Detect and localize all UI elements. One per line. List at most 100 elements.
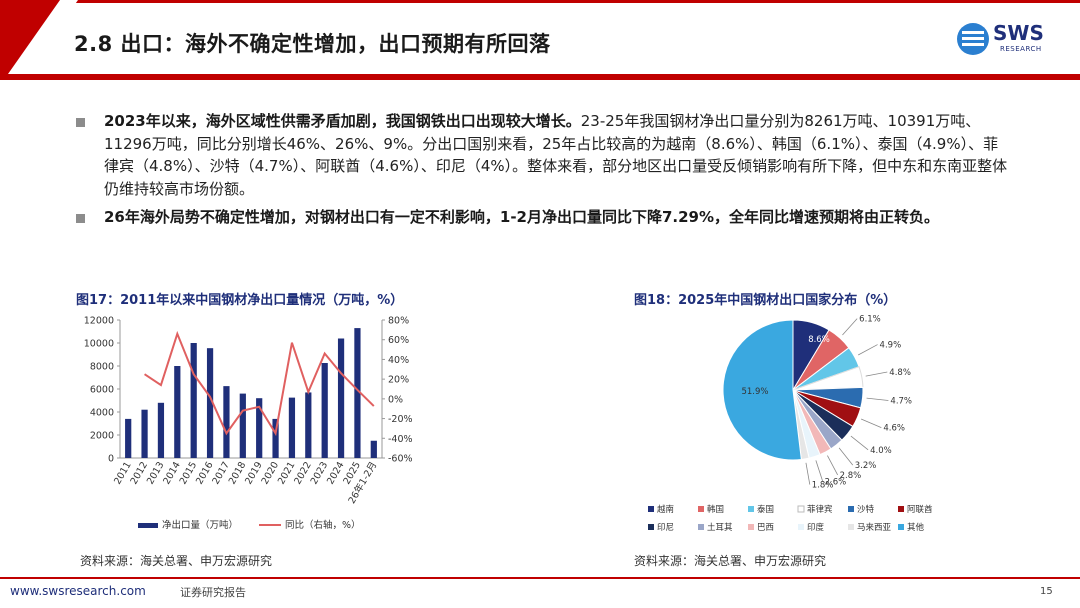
pie-leader-line [866, 397, 889, 401]
bar [157, 402, 165, 458]
bar [354, 328, 361, 458]
sws-logo: SWS RESEARCH [956, 20, 1066, 60]
pie-data-label: 2.6% [825, 477, 847, 487]
legend-swatch [648, 524, 654, 530]
bar [272, 418, 279, 458]
bullet-item: 2023年以来，海外区域性供需矛盾加剧，我国钢铁出口出现较大增长。23-25年我… [76, 110, 1011, 200]
bar [321, 362, 328, 458]
legend-swatch [797, 505, 805, 513]
legend-label: 菲律宾 [807, 504, 833, 515]
slide-header: 2.8 出口：海外不确定性增加，出口预期有所回落 SWS RESEARCH [0, 0, 1080, 80]
pie-leader-line [865, 371, 888, 377]
pie-data-label: 2.8% [840, 471, 862, 481]
legend-label: 其他 [907, 522, 925, 533]
bar [206, 348, 214, 458]
y-left-tick-label: 8000 [90, 362, 114, 373]
export-country-pie-chart: 8.6% 6.1% 4.9% 4.8% 4.7% 4.6% 4.0% 3.2%2.8%2.6%… [648, 315, 933, 533]
y-left-tick-label: 4000 [90, 408, 114, 419]
pie-leader-line [827, 455, 839, 476]
pie-leader-line [842, 318, 858, 336]
figure18-source: 资料来源：海关总署、申万宏源研究 [634, 554, 827, 568]
bullet-list: 2023年以来，海外区域性供需矛盾加剧，我国钢铁出口出现较大增长。23-25年我… [76, 110, 1011, 235]
legend-label: 马来西亚 [857, 523, 892, 533]
legend-swatch [648, 506, 654, 512]
export-volume-chart: 0 2000 4000 6000 8000 10000 12000 -60% -40% -20% 0… [84, 316, 413, 532]
pie-leader-line [850, 435, 869, 451]
y-right-tick-label: 40% [388, 355, 409, 366]
pie-data-label: 4.9% [880, 341, 902, 351]
legend-label: 泰国 [757, 504, 774, 515]
footer-divider [0, 577, 1080, 579]
footer-note: 证券研究报告 [180, 586, 246, 599]
figure17-title: 图17：2011年以来中国钢材净出口量情况（万吨，%） [76, 293, 404, 308]
bar [190, 343, 197, 458]
pie-leader-line [860, 418, 882, 428]
pie-data-label: 3.2% [855, 461, 877, 471]
bullet-square-icon [76, 118, 85, 127]
y-right-tick-label: 60% [388, 335, 409, 346]
page-title: 2.8 出口：海外不确定性增加，出口预期有所回落 [74, 32, 551, 56]
legend-swatch [848, 524, 854, 530]
legend-label: 印度 [807, 522, 825, 533]
bar [125, 418, 132, 458]
bullet-bold-text: 2023年以来，海外区域性供需矛盾加剧，我国钢铁出口出现较大增长。 [104, 112, 581, 130]
bar [174, 366, 181, 458]
pie-data-label: 8.6% [808, 335, 830, 345]
y-left-tick-label: 12000 [84, 316, 114, 327]
legend-swatch [748, 524, 754, 530]
legend-line-label: 同比（右轴，%） [285, 519, 361, 531]
legend-swatch [798, 524, 804, 530]
legend-label: 土耳其 [707, 522, 733, 533]
bar [337, 338, 345, 458]
legend-swatch [898, 506, 904, 512]
y-right-tick-label: 0% [388, 394, 403, 405]
legend-swatch [698, 524, 704, 530]
y-left-tick-label: 0 [108, 454, 114, 465]
figure17-source: 资料来源：海关总署、申万宏源研究 [80, 554, 273, 568]
bar [305, 392, 312, 458]
bullet-bold-text: 26年海外局势不确定性增加，对钢材出口有一定不利影响，1-2月净出口量同比下降7… [104, 208, 940, 226]
pie-data-label: 1.8% [812, 481, 834, 491]
y-right-tick-label: 20% [388, 375, 409, 386]
legend-label: 印尼 [657, 522, 674, 533]
legend-swatch [698, 506, 704, 512]
bullet-item: 26年海外局势不确定性增加，对钢材出口有一定不利影响，1-2月净出口量同比下降7… [76, 206, 1011, 229]
y-left-tick-label: 2000 [90, 431, 114, 442]
pie-data-label: 4.0% [870, 446, 892, 456]
y-right-tick-label: -60% [388, 454, 413, 465]
bullet-square-icon [76, 214, 85, 223]
legend-swatch [848, 506, 854, 512]
legend-label: 巴西 [757, 523, 774, 533]
pie-data-label: 4.6% [883, 424, 905, 434]
pie-data-label: 6.1% [859, 315, 881, 325]
figure18-title: 图18：2025年中国钢材出口国家分布（%） [634, 293, 897, 308]
bar [141, 409, 148, 458]
pie-leader-line [857, 344, 878, 356]
header-decoration [0, 0, 1080, 80]
logo-subtext: RESEARCH [1000, 45, 1042, 53]
pie-slice [722, 319, 802, 461]
footer-url-link[interactable]: www.swsresearch.com [10, 584, 146, 598]
legend-label: 沙特 [857, 504, 875, 515]
legend-bar-swatch [138, 523, 158, 528]
legend-label: 阿联酋 [907, 504, 933, 515]
y-right-tick-label: 80% [388, 316, 409, 327]
legend-label: 韩国 [707, 504, 724, 515]
logo-text: SWS [993, 21, 1044, 45]
bar [370, 440, 377, 458]
page-number: 15 [1040, 586, 1053, 597]
logo-icon [957, 23, 989, 55]
pie-data-label: 4.8% [889, 368, 911, 378]
bar [223, 386, 230, 458]
legend-swatch [748, 506, 754, 512]
pie-leader-line [838, 447, 854, 466]
y-left-tick-label: 6000 [90, 385, 114, 396]
bar [288, 397, 296, 458]
bar [256, 398, 263, 458]
bullet-text: 23-25年我国钢材净出口量分别为8261万吨、10391万吨、11296万吨，… [104, 112, 1008, 198]
y-left-tick-label: 10000 [84, 339, 114, 350]
y-right-tick-label: -20% [388, 414, 413, 425]
legend-swatch [898, 524, 904, 530]
pie-data-label: 4.7% [890, 397, 912, 407]
y-right-tick-label: -40% [388, 434, 413, 445]
